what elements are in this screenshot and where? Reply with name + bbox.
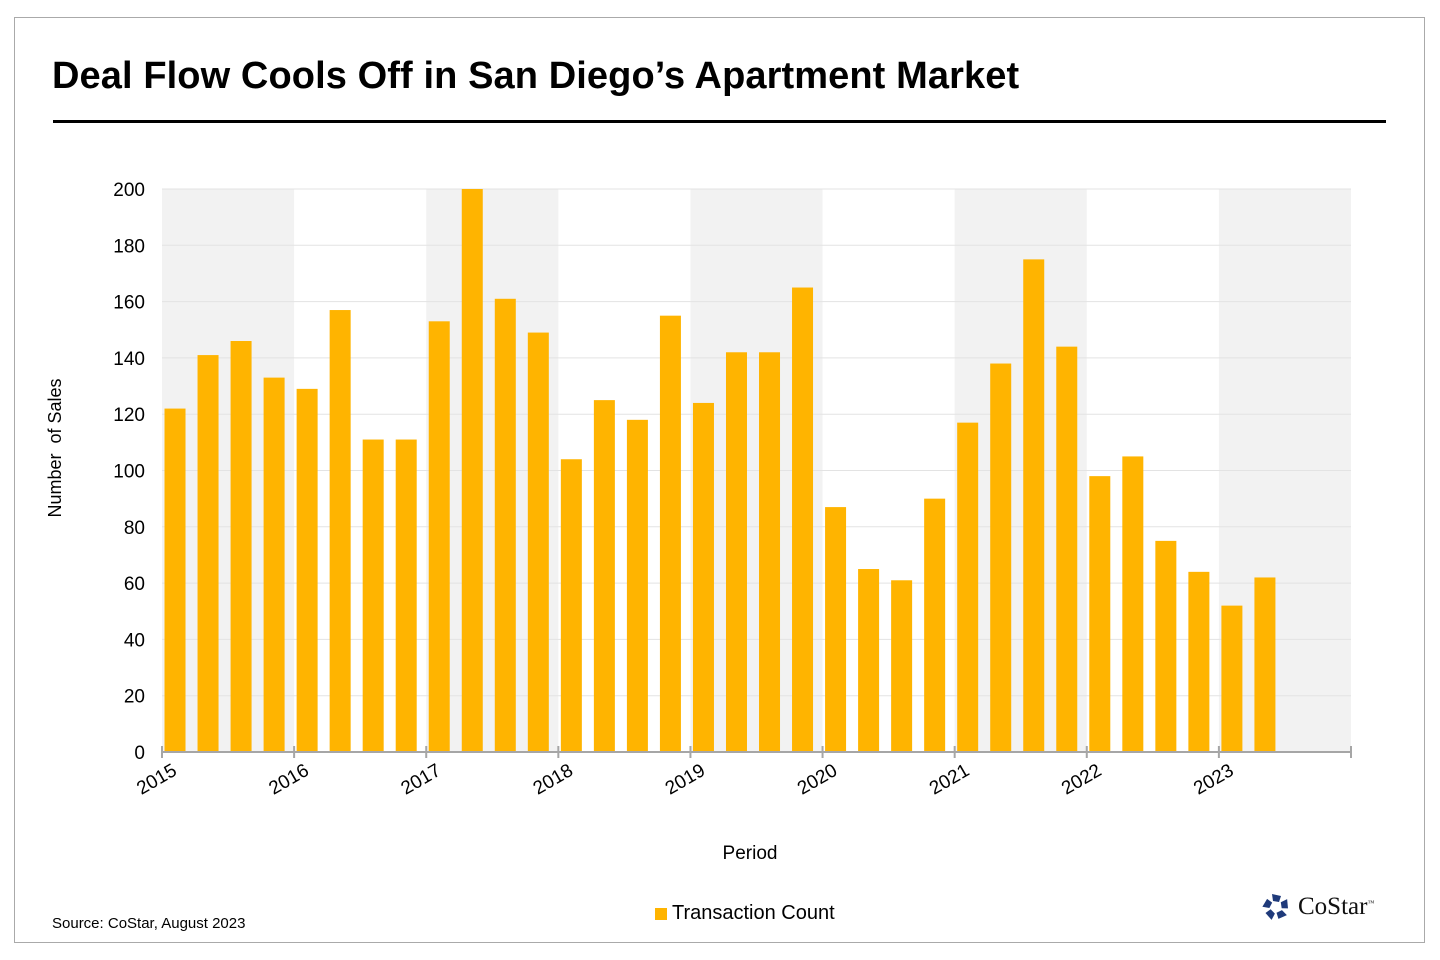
bar-2020-Q2 — [858, 569, 880, 752]
bar-2017-Q4 — [527, 332, 549, 752]
bar-2019-Q1 — [692, 402, 714, 752]
bar-2023-Q1 — [1221, 605, 1243, 752]
x-tick-label-2022: 2022 — [1058, 760, 1105, 799]
y-tick-label-20: 20 — [124, 687, 145, 708]
legend-swatch — [655, 907, 667, 920]
x-tick-label-2017: 2017 — [398, 760, 445, 799]
bar-2019-Q3 — [759, 352, 781, 752]
bar-2018-Q4 — [659, 315, 681, 752]
source-note: Source: CoStar, August 2023 — [52, 915, 246, 932]
bar-2021-Q4 — [1056, 346, 1078, 752]
x-tick-label-2020: 2020 — [794, 760, 841, 799]
y-axis: 0 20 40 60 80 100 120 140 160 180 200 — [113, 180, 145, 764]
bar-2022-Q1 — [1089, 476, 1111, 752]
bar-2015-Q4 — [263, 377, 285, 752]
y-tick-label-200: 200 — [113, 180, 145, 201]
bar-2016-Q1 — [296, 388, 318, 752]
x-tick-label-2021: 2021 — [926, 760, 973, 799]
y-tick-label-40: 40 — [124, 630, 145, 651]
bar-2018-Q2 — [593, 400, 615, 752]
x-tick-label-2019: 2019 — [662, 760, 709, 799]
bar-2017-Q2 — [461, 189, 483, 752]
bars — [164, 189, 1276, 752]
y-tick-label-120: 120 — [113, 405, 145, 426]
gridlines — [162, 188, 1351, 697]
bar-2017-Q1 — [428, 321, 450, 752]
x-axis: 2015 2016 2017 2018 2019 2020 2021 2022 2023 — [133, 746, 1352, 799]
logo-petal — [1272, 894, 1281, 902]
x-axis-title: Period — [723, 843, 778, 864]
logo-petal — [1276, 910, 1287, 919]
x-tick-label-2015: 2015 — [133, 760, 180, 799]
bar-2019-Q4 — [792, 287, 814, 752]
y-tick-label-100: 100 — [113, 462, 145, 483]
costar-star-icon — [1262, 894, 1289, 920]
bar-2016-Q2 — [329, 310, 351, 752]
bar-2017-Q3 — [494, 298, 516, 752]
bar-2020-Q4 — [924, 498, 946, 752]
costar-logo: CoStar™ — [1260, 891, 1374, 923]
legend: Transaction Count — [655, 902, 835, 925]
bar-2021-Q3 — [1023, 259, 1045, 752]
x-tick-label-2018: 2018 — [530, 760, 577, 799]
y-tick-label-180: 180 — [113, 236, 145, 257]
y-tick-label-140: 140 — [113, 349, 145, 370]
bar-2021-Q2 — [990, 363, 1012, 752]
y-tick-label-160: 160 — [113, 293, 145, 314]
y-tick-label-0: 0 — [134, 743, 145, 764]
chart-title: Deal Flow Cools Off in San Diego’s Apart… — [52, 55, 1020, 97]
logo-trademark: ™ — [1367, 899, 1375, 907]
bar-2015-Q2 — [197, 355, 219, 752]
chart-frame — [14, 17, 1425, 943]
y-tick-label-60: 60 — [124, 574, 145, 595]
bar-2015-Q1 — [164, 408, 186, 752]
bar-2016-Q3 — [362, 439, 384, 752]
bar-2022-Q4 — [1188, 571, 1210, 752]
bar-2021-Q1 — [957, 422, 979, 752]
y-tick-label-80: 80 — [124, 518, 145, 539]
y-axis-title: Number of Sales — [45, 378, 65, 517]
bar-2019-Q2 — [725, 352, 747, 752]
bar-2016-Q4 — [395, 439, 417, 752]
legend-label: Transaction Count — [672, 902, 835, 924]
bar-2018-Q1 — [560, 459, 582, 752]
x-tick-label-2016: 2016 — [265, 760, 312, 799]
x-tick-label-2023: 2023 — [1190, 760, 1237, 799]
logo-petal — [1262, 898, 1273, 908]
bar-2022-Q2 — [1122, 456, 1144, 752]
bar-2018-Q3 — [626, 419, 648, 752]
bar-2023-Q2 — [1254, 577, 1276, 752]
bar-2020-Q3 — [891, 580, 913, 752]
bar-2015-Q3 — [230, 341, 252, 752]
title-divider — [53, 120, 1386, 123]
logo-petal — [1265, 909, 1275, 920]
bar-2022-Q3 — [1155, 540, 1177, 752]
logo-petal — [1280, 899, 1289, 909]
logo-text: CoStar — [1298, 893, 1368, 920]
bar-2020-Q1 — [825, 507, 847, 752]
